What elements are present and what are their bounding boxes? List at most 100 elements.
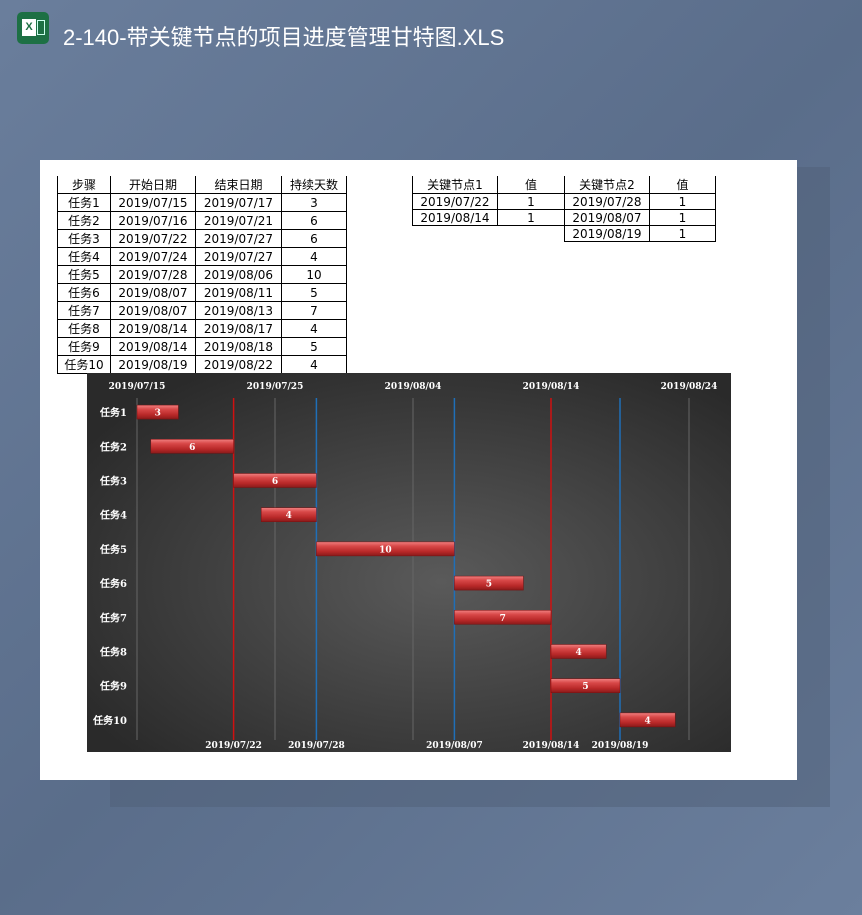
task-cell[interactable]: 任务4	[57, 247, 111, 266]
task-row: 任务2 2019/07/16 2019/07/21 6	[57, 211, 347, 230]
y-category-label: 任务10	[92, 714, 127, 727]
task-cell[interactable]: 3	[281, 193, 347, 212]
key-node-label: 2019/08/19	[592, 741, 649, 751]
task-cell[interactable]: 2019/07/28	[110, 265, 196, 284]
key-node-cell[interactable]: 2019/07/22	[412, 193, 498, 210]
task-cell[interactable]: 4	[281, 355, 347, 374]
x-tick-label: 2019/07/15	[109, 382, 166, 392]
task-cell[interactable]: 10	[281, 265, 347, 284]
gantt-bar[interactable]	[454, 610, 552, 625]
task-row: 任务1 2019/07/15 2019/07/17 3	[57, 193, 347, 212]
task-cell[interactable]: 5	[281, 283, 347, 302]
task-cell[interactable]: 6	[281, 229, 347, 248]
x-tick-label: 2019/07/25	[247, 382, 304, 392]
key-node-cell[interactable]: 2019/08/19	[564, 225, 650, 242]
gantt-bar[interactable]	[136, 404, 179, 420]
bar-data-label: 3	[155, 409, 161, 419]
task-cell[interactable]: 2019/07/21	[195, 211, 282, 230]
task-cell[interactable]: 任务3	[57, 229, 111, 248]
task-cell[interactable]: 任务6	[57, 283, 111, 302]
y-category-label: 任务3	[99, 475, 127, 488]
task-cell[interactable]: 2019/08/18	[195, 337, 282, 356]
task-cell[interactable]: 2019/07/22	[110, 229, 196, 248]
task-row: 任务3 2019/07/22 2019/07/27 6	[57, 229, 347, 248]
y-category-label: 任务9	[99, 680, 127, 693]
key-node-cell[interactable]: 1	[649, 193, 716, 210]
y-category-label: 任务2	[99, 440, 127, 453]
key-node-label: 2019/07/28	[288, 741, 345, 751]
task-cell[interactable]: 任务8	[57, 319, 111, 338]
task-cell[interactable]: 2019/08/19	[110, 355, 196, 374]
task-cell[interactable]: 2019/07/27	[195, 247, 282, 266]
gantt-bar[interactable]	[619, 712, 676, 728]
key-node-cell[interactable]: 2019/08/07	[564, 209, 650, 226]
gantt-bar[interactable]	[233, 473, 317, 488]
task-row: 任务9 2019/08/14 2019/08/18 5	[57, 337, 347, 356]
task-cell[interactable]: 2019/07/16	[110, 211, 196, 230]
y-category-label: 任务6	[99, 577, 127, 590]
gantt-chart-svg: 2019/07/15 2019/07/25 2019/08/04 2019/08/14…	[92, 382, 718, 751]
key-node-cell[interactable]: 1	[649, 209, 716, 226]
gantt-chart[interactable]: 2019/07/15 2019/07/25 2019/08/04 2019/08/14…	[87, 373, 731, 752]
task-header: 步骤	[57, 176, 111, 194]
task-cell[interactable]: 2019/07/27	[195, 229, 282, 248]
bar-data-label: 5	[582, 682, 588, 692]
task-cell[interactable]: 任务7	[57, 301, 111, 320]
gantt-bar[interactable]	[150, 439, 234, 454]
task-cell[interactable]: 6	[281, 211, 347, 230]
task-cell[interactable]: 4	[281, 319, 347, 338]
task-cell[interactable]: 2019/08/14	[110, 319, 196, 338]
task-cell[interactable]: 2019/08/14	[110, 337, 196, 356]
task-cell[interactable]: 7	[281, 301, 347, 320]
task-header: 持续天数	[281, 176, 347, 194]
key-node-cell[interactable]: 1	[497, 209, 565, 226]
key-node-row: 2019/08/14 1 2019/08/07 1	[412, 209, 716, 226]
task-cell[interactable]: 任务9	[57, 337, 111, 356]
key-node-cell[interactable]	[498, 226, 565, 242]
task-cell[interactable]: 2019/07/24	[110, 247, 196, 266]
task-cell[interactable]: 任务2	[57, 211, 111, 230]
gantt-bar[interactable]	[454, 575, 524, 591]
key-node-cell[interactable]: 1	[649, 225, 716, 242]
gantt-bar[interactable]	[316, 541, 455, 557]
gantt-bar[interactable]	[550, 678, 621, 693]
gantt-bar[interactable]	[260, 507, 317, 522]
tasks-table: 步骤 开始日期 结束日期 持续天数 任务1 2019/07/15 2019/07/17 3 任务…	[57, 176, 347, 374]
bar-data-label: 6	[272, 477, 278, 487]
key-node-label: 2019/08/07	[426, 741, 483, 751]
key-node-cell[interactable]: 2019/08/14	[412, 209, 498, 226]
task-cell[interactable]: 2019/08/07	[110, 283, 196, 302]
task-cell[interactable]: 2019/08/07	[110, 301, 196, 320]
task-cell[interactable]: 4	[281, 247, 347, 266]
task-cell[interactable]: 2019/08/11	[195, 283, 282, 302]
key-node-header: 关键节点2	[564, 176, 650, 194]
key-node-label: 2019/07/22	[205, 741, 262, 751]
y-category-label: 任务1	[99, 406, 127, 419]
y-category-label: 任务5	[99, 543, 127, 556]
key-node-cell[interactable]: 1	[497, 193, 565, 210]
task-cell[interactable]: 任务5	[57, 265, 111, 284]
y-category-label: 任务8	[99, 646, 127, 659]
key-node-cell[interactable]: 2019/07/28	[564, 193, 650, 210]
key-node-cell[interactable]	[413, 226, 498, 242]
task-cell[interactable]: 任务1	[57, 193, 111, 212]
task-cell[interactable]: 2019/07/17	[195, 193, 282, 212]
bar-data-label: 7	[500, 614, 506, 624]
bar-data-label: 4	[575, 648, 581, 658]
task-cell[interactable]: 任务10	[57, 355, 111, 374]
task-cell[interactable]: 2019/08/17	[195, 319, 282, 338]
task-cell[interactable]: 2019/08/22	[195, 355, 282, 374]
task-cell[interactable]: 5	[281, 337, 347, 356]
y-category-label: 任务4	[99, 509, 127, 522]
task-cell[interactable]: 2019/08/13	[195, 301, 282, 320]
task-cell[interactable]: 2019/08/06	[195, 265, 282, 284]
gantt-bar[interactable]	[550, 644, 607, 659]
task-row: 任务6 2019/08/07 2019/08/11 5	[57, 283, 347, 302]
y-category-label: 任务7	[99, 611, 127, 624]
key-node-label: 2019/08/14	[523, 741, 580, 751]
task-header: 结束日期	[195, 176, 282, 194]
task-cell[interactable]: 2019/07/15	[110, 193, 196, 212]
x-tick-label: 2019/08/24	[661, 382, 718, 392]
key-node-row: 2019/07/22 1 2019/07/28 1	[412, 193, 716, 210]
key-node-row: 2019/08/19 1	[413, 225, 716, 242]
